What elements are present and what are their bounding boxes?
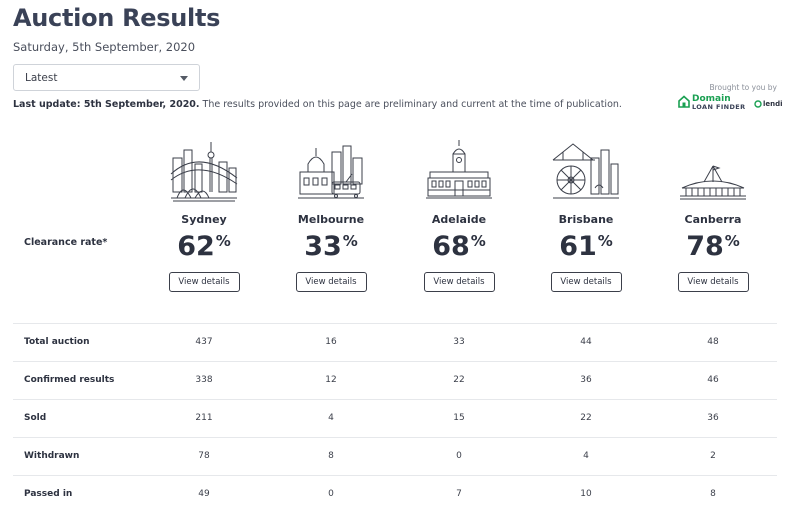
results-period-select[interactable]: Latest [13, 64, 200, 91]
sydney-skyline-icon [170, 142, 238, 202]
table-cell: 8 [328, 451, 334, 461]
row-label: Passed in [24, 489, 73, 499]
chevron-down-icon [180, 76, 188, 81]
table-row: Withdrawn 78 8 0 4 2 [13, 437, 777, 475]
view-details-button-canberra[interactable]: View details [677, 272, 749, 292]
table-cell: 36 [707, 413, 719, 423]
city-name: Melbourne [297, 213, 365, 226]
clearance-rate-value: 33% [304, 231, 358, 262]
sponsor-caption: Brought to you by [709, 83, 777, 92]
table-row: Total auction 437 16 33 44 48 [13, 323, 777, 361]
table-cell: 48 [707, 337, 719, 347]
table-cell: 0 [328, 489, 334, 499]
row-label: Confirmed results [24, 375, 115, 385]
view-details-button-melbourne[interactable]: View details [295, 272, 367, 292]
table-cell: 46 [707, 375, 719, 385]
city-card-melbourne: Melbourne 33% View details [276, 138, 386, 292]
clearance-rate-value: 62% [177, 231, 231, 262]
table-cell: 8 [710, 489, 716, 499]
table-cell: 4 [328, 413, 334, 423]
table-cell: 0 [456, 451, 462, 461]
table-row: Confirmed results 338 12 22 36 46 [13, 361, 777, 399]
view-details-button-brisbane[interactable]: View details [550, 272, 622, 292]
last-update-note: Last update: 5th September, 2020. The re… [13, 99, 622, 110]
city-card-adelaide: Adelaide 68% View details [404, 138, 514, 292]
city-card-canberra: Canberra 78% View details [658, 138, 768, 292]
table-cell: 2 [710, 451, 716, 461]
results-table: Total auction 437 16 33 44 48 Confirmed … [13, 323, 777, 513]
domain-house-icon [678, 95, 690, 108]
select-value: Latest [25, 72, 58, 84]
last-update-date: Last update: 5th September, 2020. [13, 99, 200, 110]
loan-finder-logo-text: LOAN FINDER [692, 103, 746, 111]
table-cell: 44 [580, 337, 592, 347]
table-cell: 7 [456, 489, 462, 499]
city-name: Adelaide [431, 213, 487, 226]
table-cell: 16 [325, 337, 337, 347]
lendi-logo-text: lendi [763, 100, 783, 108]
brisbane-skyline-icon [552, 143, 619, 199]
table-row: Sold 211 4 15 22 36 [13, 399, 777, 437]
table-cell: 4 [583, 451, 589, 461]
table-cell: 10 [580, 489, 592, 499]
canberra-parliament-icon [680, 165, 746, 200]
clearance-rate-label: Clearance rate* [24, 237, 108, 248]
last-update-text: The results provided on this page are pr… [199, 99, 622, 110]
city-card-sydney: Sydney 62% View details [149, 138, 259, 292]
sponsor-logos[interactable]: Domain LOAN FINDER lendi [678, 94, 783, 112]
clearance-rate-value: 78% [686, 231, 740, 262]
lendi-logo-icon [754, 100, 762, 108]
table-row: Passed in 49 0 7 10 8 [13, 475, 777, 513]
table-cell: 338 [195, 375, 213, 385]
page-title: Auction Results [13, 4, 221, 32]
row-label: Total auction [24, 337, 90, 347]
domain-logo-text: Domain [692, 94, 731, 104]
table-cell: 36 [580, 375, 592, 385]
table-cell: 15 [453, 413, 465, 423]
city-name: Canberra [684, 213, 742, 226]
city-card-brisbane: Brisbane 61% View details [531, 138, 641, 292]
adelaide-building-icon [426, 140, 492, 199]
table-cell: 437 [195, 337, 213, 347]
view-details-button-adelaide[interactable]: View details [423, 272, 495, 292]
table-cell: 12 [325, 375, 337, 385]
table-cell: 211 [195, 413, 213, 423]
row-label: Withdrawn [24, 451, 80, 461]
table-cell: 78 [198, 451, 210, 461]
row-label: Sold [24, 413, 47, 423]
city-name: Sydney [181, 213, 227, 226]
clearance-rate-value: 61% [559, 231, 613, 262]
clearance-rate-value: 68% [432, 231, 486, 262]
results-date: Saturday, 5th September, 2020 [13, 40, 196, 54]
melbourne-skyline-icon [298, 145, 364, 199]
table-cell: 22 [453, 375, 465, 385]
city-name: Brisbane [558, 213, 614, 226]
table-cell: 33 [453, 337, 465, 347]
table-cell: 22 [580, 413, 592, 423]
table-cell: 49 [198, 489, 210, 499]
view-details-button-sydney[interactable]: View details [168, 272, 240, 292]
